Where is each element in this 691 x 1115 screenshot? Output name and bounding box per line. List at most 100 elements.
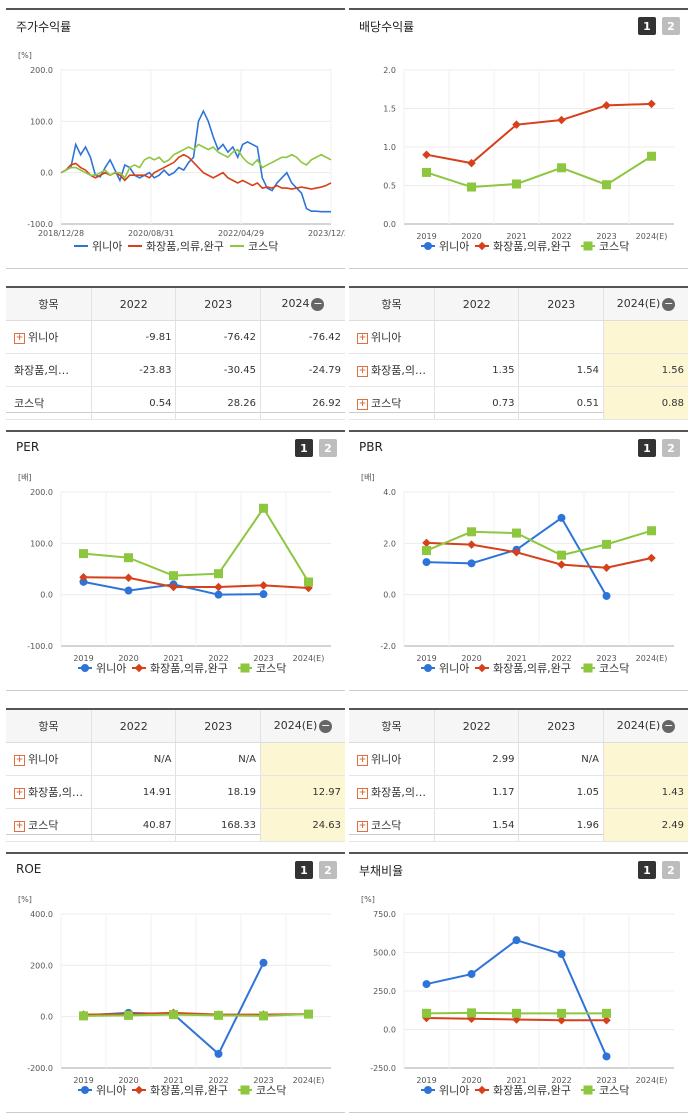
x-tick-label: 2021 [506, 232, 526, 241]
series-line [426, 102, 652, 165]
y-tick-label: 0.0 [383, 1026, 396, 1035]
x-tick-label: 2024(E) [636, 232, 668, 241]
table-cell: -24.79 [260, 353, 345, 387]
legend-item: 코스닥 [238, 1084, 286, 1097]
row-name: 화장품,의… [6, 353, 92, 387]
data-point [647, 99, 656, 109]
data-point [214, 582, 223, 592]
row-name[interactable]: + 위니아 [349, 320, 435, 354]
legend-marker [134, 1085, 144, 1095]
data-point [259, 581, 268, 590]
series-line [60, 109, 331, 213]
tab-2[interactable]: 2 [662, 439, 680, 457]
table-row: + 위니아 2.99 N/A [349, 742, 688, 776]
data-point [467, 527, 476, 537]
row-name[interactable]: + 화장품,의… [349, 353, 435, 387]
legend-item: 코스닥 [581, 240, 629, 253]
column-header: 2023 [518, 288, 604, 321]
table-cell: -9.81 [91, 320, 177, 354]
legend-item: 위니아 [78, 1084, 126, 1097]
tab-1[interactable]: 1 [638, 861, 656, 879]
table-cell: 1.17 [434, 775, 520, 809]
data-point [512, 1008, 521, 1018]
x-tick-label: 2020 [461, 232, 481, 241]
table-row: + 화장품,의… 1.35 1.54 1.56 [349, 353, 688, 387]
tab-1[interactable]: 1 [638, 439, 656, 457]
legend-label: 위니아 [96, 662, 126, 675]
row-name[interactable]: + 화장품,의… [349, 775, 435, 809]
legend-marker [583, 663, 593, 673]
tab-1[interactable]: 1 [295, 861, 313, 879]
dividend-yield-table-panel: 항목 2022 2023 2024(E) − + 위니아 + 화장품,의… 1.35 1.54 1.5… [349, 286, 688, 420]
table-cell: 1.05 [518, 775, 604, 809]
tab-2[interactable]: 2 [319, 439, 337, 457]
y-tick-label: 200.0 [30, 66, 53, 75]
tab-1[interactable]: 1 [295, 439, 313, 457]
legend-marker [477, 1085, 487, 1095]
y-tick-label: 250.0 [373, 987, 396, 996]
row-name[interactable]: + 위니아 [349, 742, 435, 776]
legend-marker [424, 1086, 432, 1094]
collapse-icon[interactable]: − [311, 296, 325, 311]
data-point [124, 1010, 133, 1020]
data-point [602, 539, 611, 549]
tab-2[interactable]: 2 [662, 17, 680, 35]
legend-marker [81, 664, 89, 672]
unit-label: [배] [361, 473, 375, 482]
tab-2[interactable]: 2 [662, 861, 680, 879]
panel-title: PBR [359, 440, 383, 454]
column-header: 2022 [434, 288, 520, 321]
data-point [467, 540, 476, 549]
panel-title: ROE [16, 862, 42, 876]
collapse-icon[interactable]: − [319, 718, 333, 733]
legend-label: 코스닥 [248, 240, 278, 253]
data-point [259, 590, 268, 599]
row-name[interactable]: + 코스닥 [349, 808, 435, 842]
legend-marker [424, 242, 432, 250]
collapse-icon[interactable]: − [662, 718, 676, 733]
legend-marker [477, 241, 487, 251]
unit-label: [%] [18, 51, 32, 60]
table-row: + 위니아 N/A N/A [6, 742, 345, 776]
legend-label: 화장품,의류,완구 [150, 662, 228, 675]
x-tick-label: 2018/12/28 [38, 229, 84, 238]
table-cell: 1.43 [603, 775, 688, 809]
x-tick-label: 2023 [253, 654, 273, 663]
row-name[interactable]: + 코스닥 [349, 386, 435, 420]
table-cell: 1.56 [603, 353, 688, 387]
legend-marker [424, 664, 432, 672]
column-header: 항목 [349, 288, 435, 321]
legend-marker [477, 663, 487, 673]
table-cell: 14.91 [91, 775, 177, 809]
data-point [214, 1010, 223, 1020]
x-tick-label: 2022 [551, 232, 571, 241]
data-point [169, 1010, 178, 1020]
legend-item: 화장품,의류,완구 [132, 1084, 228, 1097]
data-point [602, 563, 611, 572]
column-header: 2023 [175, 710, 261, 743]
data-point [512, 528, 521, 538]
table-cell: 0.73 [434, 386, 520, 420]
tab-2[interactable]: 2 [319, 861, 337, 879]
data-point [647, 526, 656, 536]
y-tick-label: 200.0 [30, 961, 53, 970]
row-name[interactable]: + 코스닥 [6, 808, 92, 842]
row-name[interactable]: + 화장품,의… [6, 775, 92, 809]
series-line [426, 529, 652, 557]
table-cell: 24.63 [260, 808, 345, 842]
collapse-icon[interactable]: − [662, 296, 676, 311]
column-header: 2022 [91, 288, 177, 321]
legend-item: 화장품,의류,완구 [475, 1084, 571, 1097]
tab-1[interactable]: 1 [638, 17, 656, 35]
data-point [557, 163, 566, 173]
x-tick-label: 2024(E) [636, 1076, 668, 1085]
x-tick-label: 2020 [461, 654, 481, 663]
row-name[interactable]: + 위니아 [6, 742, 92, 776]
table-cell: -23.83 [91, 353, 177, 387]
expand-icon: + [357, 365, 368, 377]
data-point [512, 936, 521, 945]
row-name[interactable]: + 위니아 [6, 320, 92, 354]
x-tick-label: 2020 [118, 654, 138, 663]
y-tick-label: 0.0 [383, 591, 396, 600]
